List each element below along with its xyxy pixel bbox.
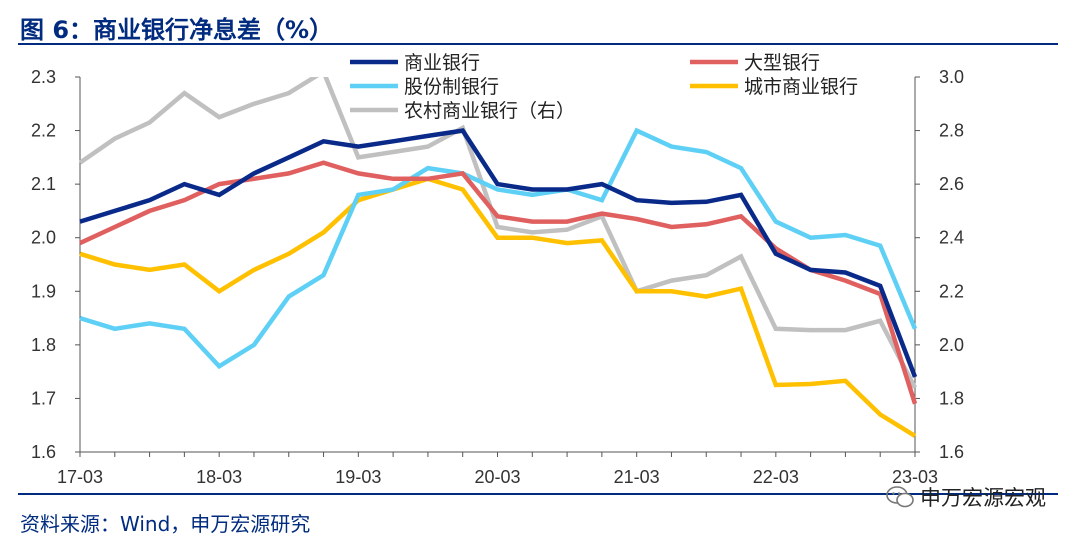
y-left-tick-label: 1.7	[31, 388, 56, 408]
y-right-tick-label: 2.4	[939, 228, 964, 248]
series-line-2	[79, 127, 917, 370]
y-left-tick-label: 2.0	[31, 228, 56, 248]
watermark-text: 申万宏源宏观	[920, 486, 1046, 510]
y-left-tick-label: 2.2	[31, 121, 56, 141]
y-left-tick-label: 2.1	[31, 174, 56, 194]
x-tick-label: 17-03	[57, 467, 103, 487]
series-line-0	[79, 128, 917, 378]
y-right-tick-label: 2.0	[939, 335, 964, 355]
y-left-tick-label: 2.3	[31, 67, 56, 87]
y-right-tick-label: 1.6	[939, 442, 964, 462]
wechat-icon	[886, 486, 914, 508]
y-left-tick-label: 1.6	[31, 442, 56, 462]
footer-rule	[18, 493, 1058, 495]
x-tick-label: 18-03	[196, 467, 242, 487]
y-right-tick-label: 2.6	[939, 174, 964, 194]
series-lines	[78, 77, 917, 438]
x-tick-label: 22-03	[753, 467, 799, 487]
legend-label: 城市商业银行	[744, 76, 858, 98]
watermark: 申万宏源宏观	[886, 482, 1046, 512]
legend-label: 农村商业银行（右）	[404, 100, 575, 122]
x-tick-label: 23-03	[892, 467, 938, 487]
source-note: 资料来源：Wind，申万宏源研究	[20, 512, 311, 536]
x-tick-label: 21-03	[614, 467, 660, 487]
y-right-tick-label: 2.8	[939, 121, 964, 141]
line-chart: 1.6 1.7 1.8 1.9 2.0 2.1 2.2 2.3 1.6 1.8 2.0 2.2 2.4 2…	[31, 52, 964, 487]
legend-label: 商业银行	[404, 52, 480, 74]
x-tick-label: 19-03	[335, 467, 381, 487]
series-line-1	[79, 160, 917, 405]
y-left-tick-label: 1.9	[31, 281, 56, 301]
y-right-tick-label: 1.8	[939, 388, 964, 408]
legend-label: 大型银行	[744, 52, 820, 74]
y-right-tick-label: 3.0	[939, 67, 964, 87]
y-left-tick-label: 1.8	[31, 335, 56, 355]
x-tick-label: 20-03	[474, 467, 520, 487]
series-line-4	[78, 77, 917, 389]
legend-label: 股份制银行	[404, 76, 499, 98]
axes: 1.6 1.7 1.8 1.9 2.0 2.1 2.2 2.3 1.6 1.8 2.0 2.2 2.4 2…	[31, 67, 964, 487]
title-rule	[18, 43, 1058, 45]
y-right-tick-label: 2.2	[939, 281, 964, 301]
chart-title: 图 6：商业银行净息差（%）	[20, 16, 334, 44]
series-line-3	[79, 176, 917, 438]
